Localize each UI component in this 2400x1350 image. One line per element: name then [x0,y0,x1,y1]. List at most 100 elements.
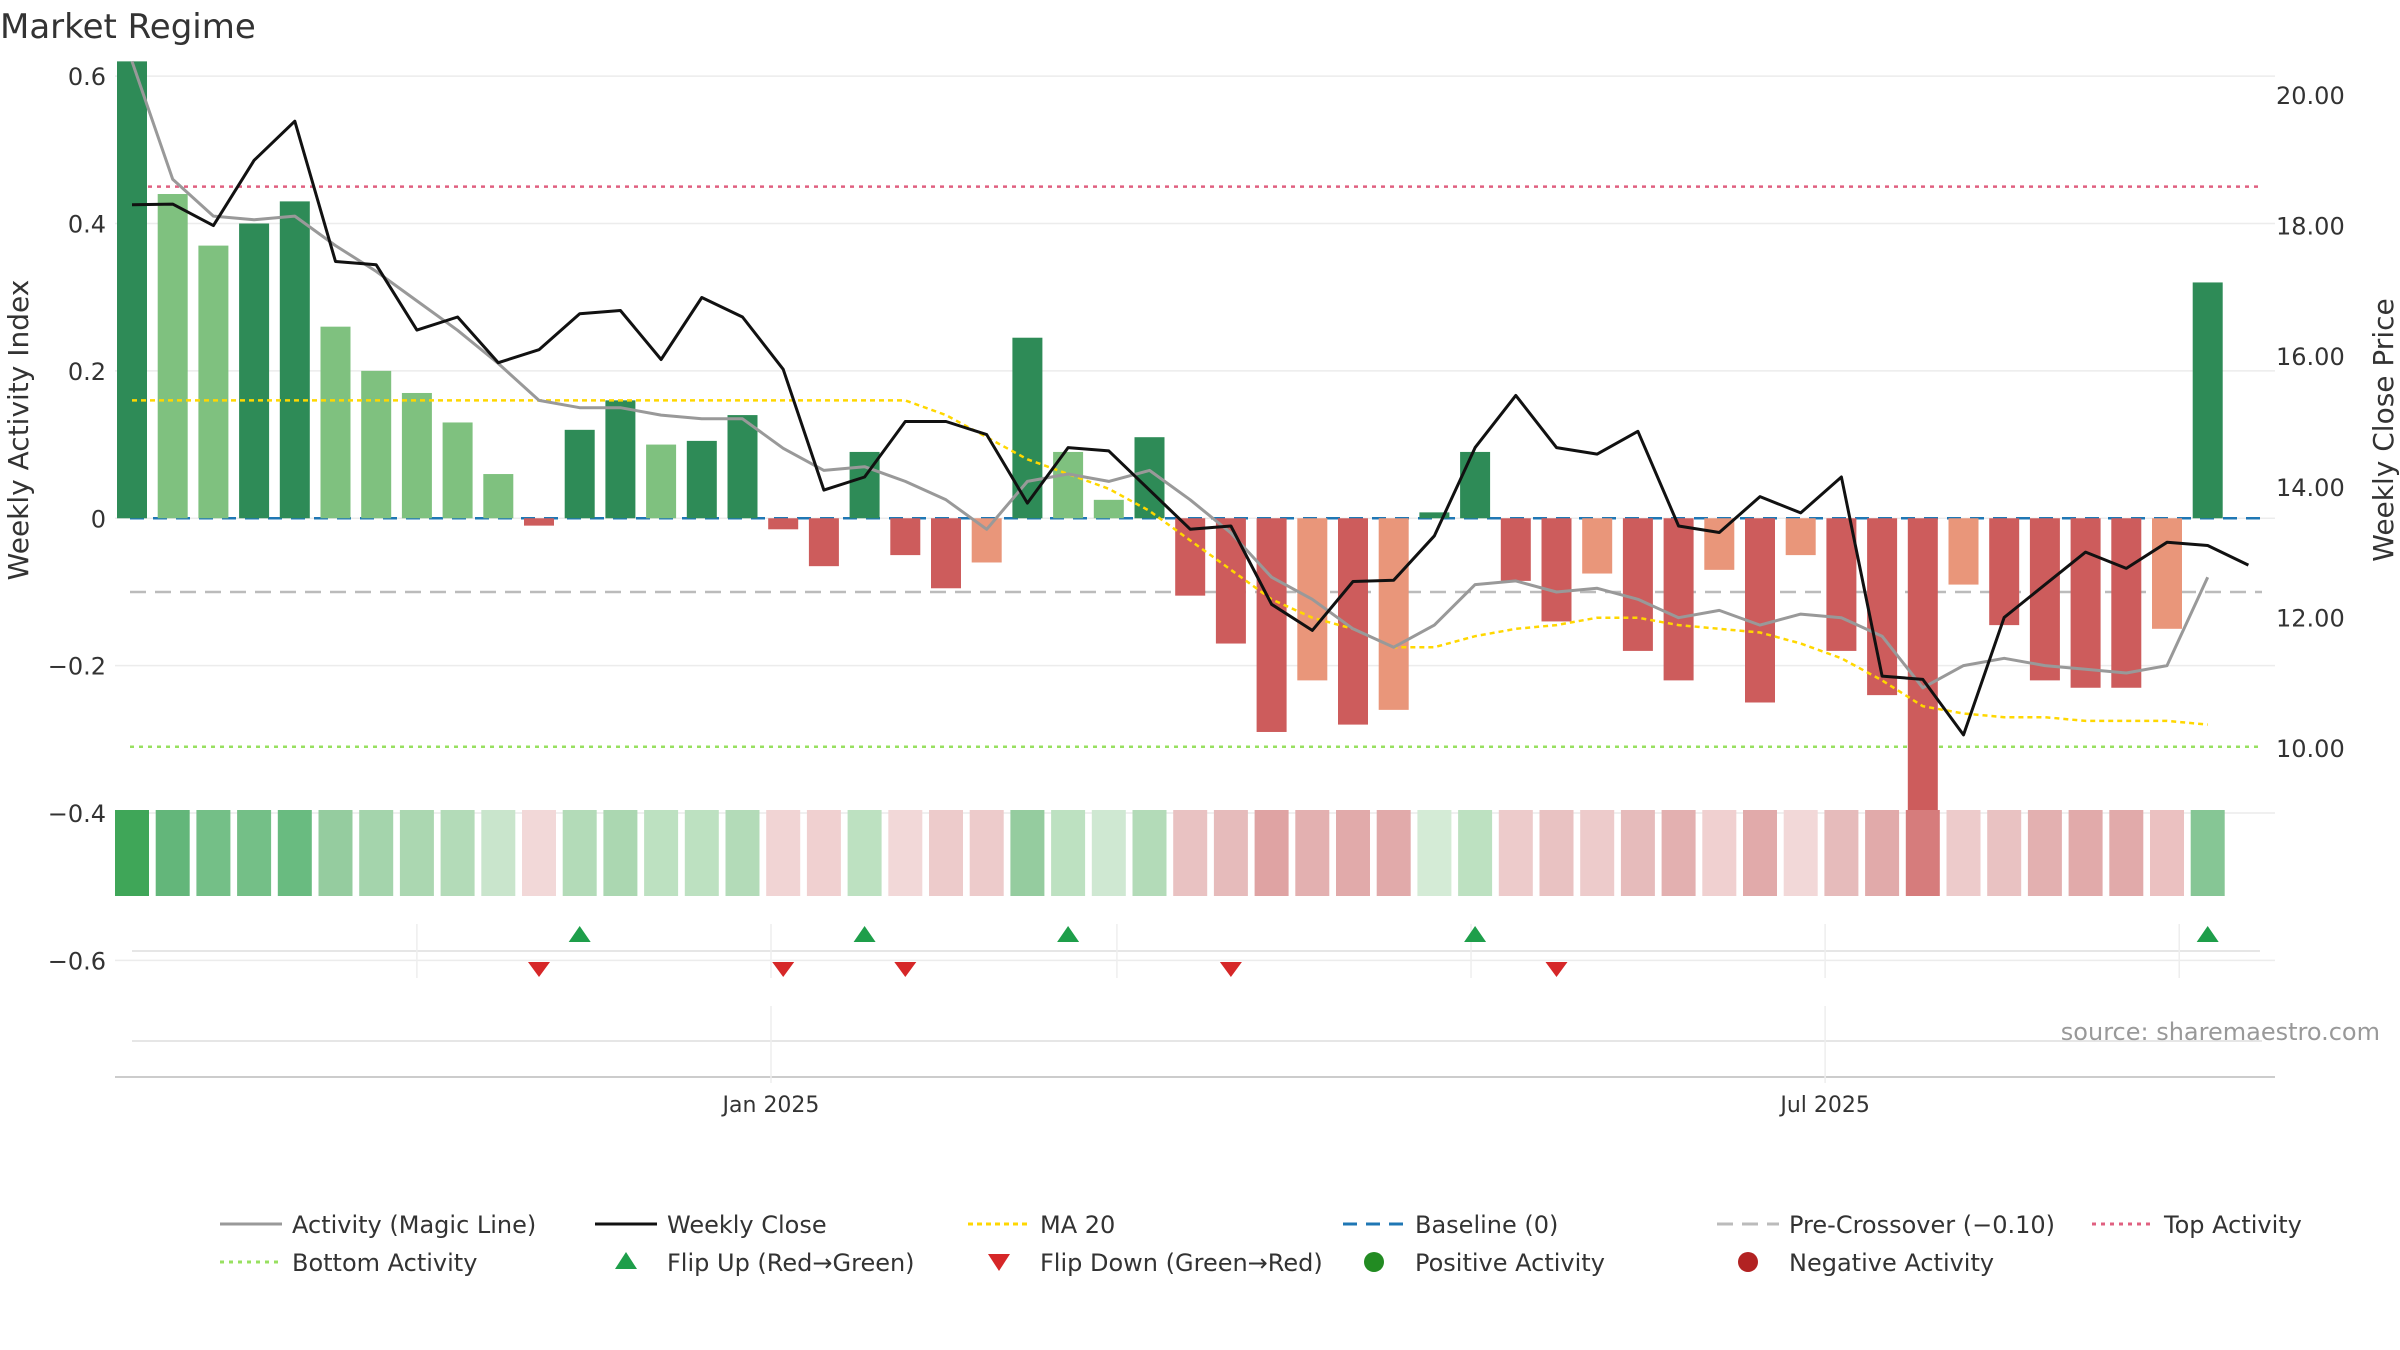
legend-label: Activity (Magic Line) [292,1211,536,1239]
regime-strip-cell [237,810,272,896]
regime-strip-cell [1539,810,1574,896]
y-tick-label-right: 18.00 [2276,213,2345,241]
legend-label: MA 20 [1040,1211,1115,1239]
activity-bar [1419,512,1450,519]
source-note: source: sharemaestro.com [2061,1018,2380,1046]
activity-bar [524,518,554,526]
regime-strip-cell [888,810,923,896]
activity-bar [1663,518,1694,681]
regime-strip-cell [1702,810,1737,896]
activity-bar [1215,518,1246,644]
regime-strip-cell [1254,810,1289,896]
regime-strip-cell [1824,810,1859,896]
regime-strip-cell [562,810,597,896]
legend: Activity (Magic Line) Weekly Close MA 20 Ba… [220,1211,2302,1277]
legend-item-negative: Negative Activity [1738,1249,1994,1277]
regime-strip-cell [318,810,353,896]
activity-bar [2070,518,2101,688]
y-ticks-left: 0.6 0.4 0.2 0 −0.2 −0.4 −0.6 [48,63,106,975]
x-tick-label: Jul 2025 [1778,1093,1870,1118]
regime-strip-cell [969,810,1004,896]
regime-strip-cell [1580,810,1615,896]
flip-up-marker [568,926,591,942]
flip-up-marker [1057,926,1080,942]
activity-bar [808,518,839,567]
activity-bar [279,201,310,519]
regime-strip-cell [1458,810,1493,896]
regime-strip-cell [196,810,231,896]
legend-item-bottom-activity: Bottom Activity [220,1249,477,1277]
regime-strip-cell [1498,810,1533,896]
legend-label: Negative Activity [1789,1249,1994,1277]
legend-item-magic-line: Activity (Magic Line) [220,1211,536,1239]
y-tick-label-left: −0.4 [48,800,106,828]
weekly-close-line [131,119,2250,737]
y-tick-label-right: 14.00 [2276,474,2345,502]
regime-strip-cell [1417,810,1452,896]
activity-bar [2192,282,2223,519]
activity-bar [1826,518,1857,651]
activity-bar [1500,518,1531,581]
legend-swatch [1364,1252,1384,1272]
regime-strip-cell [766,810,801,896]
legend-label: Pre-Crossover (−0.10) [1789,1211,2055,1239]
legend-item-flip-up: Flip Up (Red→Green) [615,1249,915,1277]
activity-bar [1175,518,1206,596]
regime-strip-cell [806,810,841,896]
legend-swatch [615,1252,637,1269]
activity-bar [1582,518,1613,574]
activity-bar [1256,518,1287,732]
activity-bar [727,415,758,519]
activity-bar [239,223,270,519]
activity-bar [768,518,799,530]
legend-label: Flip Up (Red→Green) [667,1249,915,1277]
chart-title: Market Regime [0,7,256,47]
y-tick-label-left: −0.2 [48,653,106,681]
activity-bar [1989,518,2020,626]
regime-strip-cell [115,810,149,896]
legend-item-weekly-close: Weekly Close [595,1211,827,1239]
legend-label: Flip Down (Green→Red) [1040,1249,1323,1277]
activity-bar [1948,518,1979,585]
legend-item-ma20: MA 20 [968,1211,1115,1239]
legend-item-top-activity: Top Activity [2092,1211,2302,1239]
regime-strip-cell [1865,810,1900,896]
regime-strip-cell [1783,810,1818,896]
regime-strip-cell [1946,810,1981,896]
regime-strip-cell [1173,810,1208,896]
activity-bar [646,444,677,519]
activity-bar [2152,518,2182,629]
legend-label: Top Activity [2163,1211,2302,1239]
y-tick-label-right: 10.00 [2276,735,2345,763]
regime-strip-cell [847,810,882,896]
regime-strip-cell [359,810,394,896]
regime-strip-cell [1905,810,1940,896]
legend-item-flip-down: Flip Down (Green→Red) [988,1249,1323,1277]
activity-bars [117,61,2223,858]
legend-label: Weekly Close [667,1211,827,1239]
legend-label: Baseline (0) [1415,1211,1558,1239]
y-tick-label-left: 0.6 [68,63,106,91]
activity-bar [1745,518,1775,703]
regime-strip-cell [1132,810,1167,896]
regime-strip-cell [1010,810,1045,896]
legend-item-pre-crossover: Pre-Crossover (−0.10) [1717,1211,2055,1239]
x-axis: Jan 2025 Jul 2025 [115,1006,2275,1118]
y-tick-label-right: 20.00 [2276,82,2345,110]
activity-bar [117,61,147,519]
flip-down-marker [1545,962,1568,977]
ma20-line [132,399,2208,726]
legend-item-baseline: Baseline (0) [1343,1211,1558,1239]
legend-label: Positive Activity [1415,1249,1605,1277]
activity-bar [1622,518,1653,651]
flip-up-marker [853,926,876,942]
regime-strip-cell [277,810,312,896]
regime-strip-cell [684,810,719,896]
legend-swatch [1738,1252,1758,1272]
activity-bar [1704,518,1735,570]
activity-bar [320,326,351,519]
y-axis-label-right: Weekly Close Price [2367,298,2400,561]
activity-bar [564,429,595,519]
series-lines [130,60,2250,737]
flip-down-marker [528,962,550,977]
